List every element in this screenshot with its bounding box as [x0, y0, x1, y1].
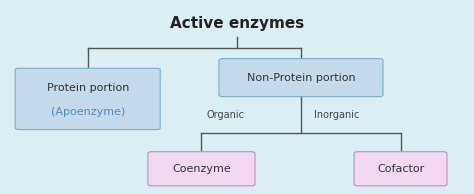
Text: (Apoenzyme): (Apoenzyme): [51, 107, 125, 117]
Text: Non-Protein portion: Non-Protein portion: [246, 73, 356, 83]
FancyBboxPatch shape: [148, 152, 255, 186]
FancyBboxPatch shape: [15, 68, 160, 130]
Text: Active enzymes: Active enzymes: [170, 16, 304, 31]
FancyBboxPatch shape: [354, 152, 447, 186]
Text: Coenzyme: Coenzyme: [172, 164, 231, 174]
Text: Organic: Organic: [206, 110, 244, 120]
Text: Inorganic: Inorganic: [314, 110, 359, 120]
Text: Cofactor: Cofactor: [377, 164, 424, 174]
FancyBboxPatch shape: [219, 59, 383, 97]
Text: Protein portion: Protein portion: [46, 83, 129, 93]
